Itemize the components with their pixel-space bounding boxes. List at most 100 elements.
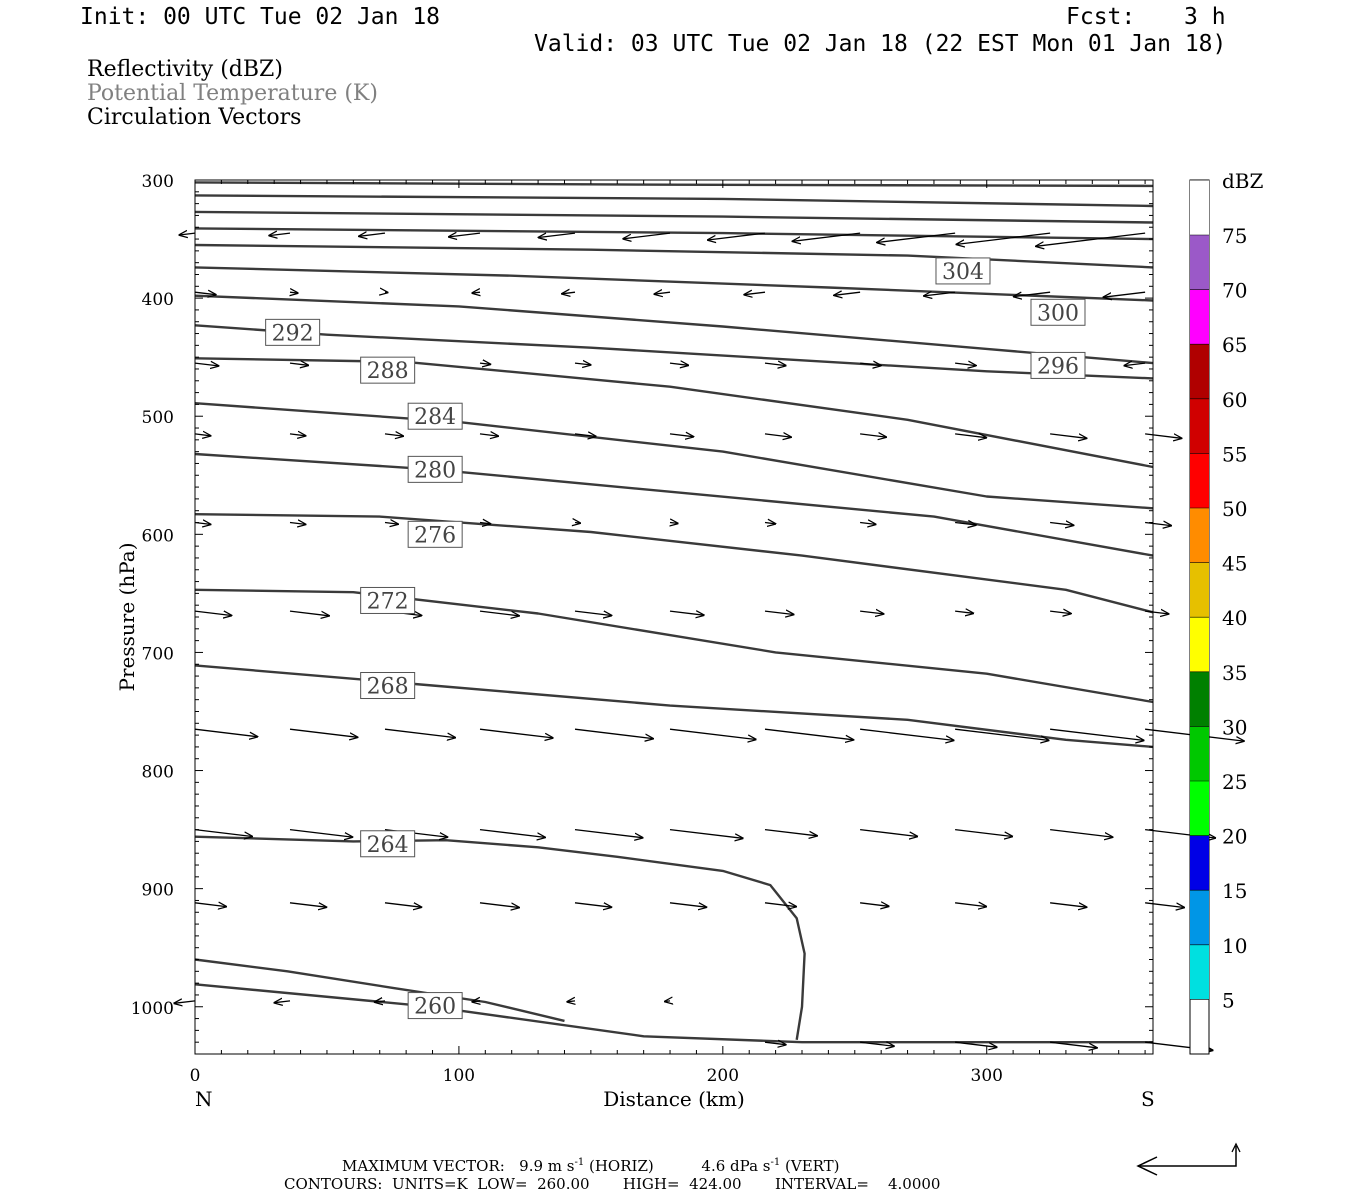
circulation-vector: [1145, 523, 1171, 526]
x-axis-title: Distance (km): [603, 1087, 745, 1111]
circulation-vector: [764, 434, 791, 437]
circulation-vector: [375, 1001, 386, 1002]
contour-label-box: [1030, 351, 1086, 379]
circulation-vector: [1145, 434, 1181, 438]
circulation-vector: [289, 523, 306, 525]
contour-label-box: [360, 830, 416, 858]
circulation-vector: [623, 232, 671, 239]
colorbar-label: 60: [1222, 388, 1247, 412]
circulation-vector: [669, 828, 743, 839]
contour-label-box: [407, 455, 463, 483]
circulation-vector: [1050, 1041, 1097, 1048]
circulation-vector: [574, 434, 596, 437]
circulation-vector: [669, 363, 688, 365]
theta-contour-288: [194, 357, 1154, 469]
circulation-vector: [669, 728, 756, 739]
circulation-vector: [449, 233, 481, 237]
colorbar-segment: [1190, 671, 1209, 727]
circulation-vector: [955, 611, 973, 613]
circulation-vector: [744, 292, 766, 295]
circulation-vector: [1050, 523, 1073, 526]
circulation-vector: [1145, 611, 1168, 614]
circulation-vector: [567, 1001, 575, 1002]
contour-label: 276: [414, 523, 456, 548]
colorbar-segment: [1190, 289, 1209, 345]
colorbar-label: 35: [1222, 661, 1247, 685]
circulation-vector: [860, 828, 917, 837]
circulation-vector: [479, 728, 553, 738]
circulation-vector: [665, 1001, 670, 1002]
y-tick-label: 300: [142, 172, 174, 192]
colorbar-segment: [1190, 726, 1209, 781]
circulation-vector: [860, 903, 889, 907]
circulation-vector: [289, 828, 352, 838]
circulation-vector: [562, 292, 576, 294]
circulation-vectors: [174, 233, 1244, 1050]
circulation-vector: [574, 903, 611, 907]
colorbar-label: 50: [1222, 497, 1247, 521]
circulation-vector: [957, 232, 1051, 244]
y-tick-label: 500: [142, 408, 174, 428]
circulation-vector: [194, 292, 216, 295]
circulation-vector: [764, 1042, 786, 1045]
circulation-vector: [764, 828, 817, 836]
circulation-vector: [669, 611, 704, 615]
x-tick-label: 300: [971, 1066, 1003, 1086]
y-tick-label: 400: [142, 290, 174, 310]
contour-label: 300: [1037, 301, 1079, 326]
circulation-vector: [670, 523, 678, 524]
contour-label-box: [935, 257, 991, 285]
max-vector-label: MAXIMUM VECTOR:: [342, 1157, 505, 1175]
circulation-vector: [860, 728, 954, 740]
valid-time: Valid: 03 UTC Tue 02 Jan 18 (22 EST Mon …: [534, 31, 1227, 57]
circulation-vector: [955, 523, 976, 526]
circulation-vector: [764, 363, 786, 366]
circulation-vector: [764, 728, 853, 740]
circulation-vector: [384, 434, 403, 436]
colorbar-segment: [1190, 617, 1209, 672]
circulation-vector: [194, 611, 231, 615]
circulation-vector: [479, 363, 490, 364]
circulation-vector: [179, 233, 196, 235]
circulation-vector: [924, 292, 956, 296]
circulation-vector: [1050, 828, 1112, 838]
colorbar-segment: [1190, 562, 1209, 618]
contour-label-box: [360, 356, 416, 384]
circulation-vector: [472, 292, 480, 293]
x-tick-label: 200: [707, 1066, 739, 1086]
circulation-vector: [289, 728, 358, 737]
contour-label: 292: [272, 321, 314, 346]
horiz-unit-exponent: -1: [574, 1157, 585, 1168]
contour-label-box: [407, 992, 463, 1020]
y-tick-label: 700: [142, 644, 174, 664]
contour-label: 284: [414, 405, 456, 430]
circulation-vector: [1050, 728, 1144, 740]
theta-contour-unlabeled-12: [194, 227, 1154, 241]
circulation-vector: [479, 610, 519, 616]
forecast-hour-value: 3 h: [1184, 4, 1226, 30]
y-axis-title: Pressure (hPa): [115, 543, 139, 692]
circulation-vector: [860, 363, 881, 366]
colorbar-segment: [1190, 508, 1209, 563]
circulation-vector: [194, 434, 211, 436]
circulation-vector: [1124, 363, 1146, 366]
max-vector-line: MAXIMUM VECTOR: 9.9 m s-1 (HORIZ) 4.6 dP…: [342, 1158, 840, 1174]
colorbar-segment: [1190, 344, 1209, 399]
colorbar-label: 55: [1222, 442, 1247, 466]
circulation-vector: [194, 903, 226, 907]
circulation-vector: [764, 523, 775, 524]
contour-label: 268: [367, 675, 409, 700]
circulation-vector: [1145, 902, 1184, 908]
colorbar-label: 10: [1222, 934, 1247, 958]
circulation-vector: [479, 434, 498, 436]
field-reflectivity: Reflectivity (dBZ): [87, 57, 283, 82]
circulation-vector: [274, 1001, 291, 1003]
theta-contour-unlabeled-13: [194, 210, 1154, 224]
circulation-vector: [1104, 291, 1146, 297]
y-tick-label: 800: [142, 763, 174, 783]
circulation-vector: [359, 233, 386, 236]
contour-label: 280: [414, 458, 456, 483]
contour-label-box: [360, 586, 416, 614]
